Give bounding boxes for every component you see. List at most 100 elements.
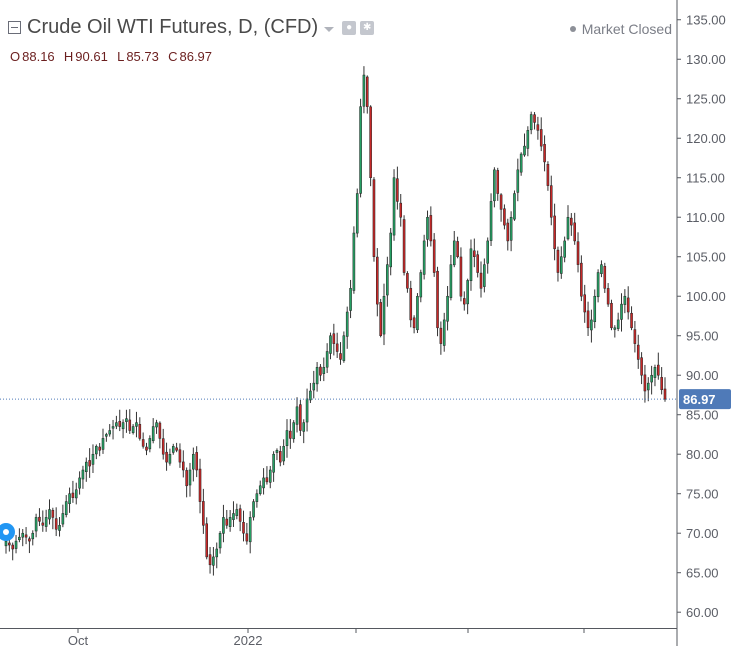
candle-body — [566, 216, 570, 240]
candle-body — [483, 264, 486, 287]
close-value: 86.97 — [179, 49, 213, 64]
high-label: H — [63, 49, 74, 64]
y-tick-label: 80.00 — [686, 447, 719, 462]
candle-body — [121, 422, 125, 430]
candle-body — [148, 438, 152, 450]
candle-body — [479, 272, 483, 289]
candle-body — [248, 517, 252, 543]
candle-body — [64, 501, 68, 516]
candle-body — [295, 406, 299, 425]
candle-body — [252, 501, 255, 518]
ohlc-readout: O 88.16 H 90.61 L 85.73 C 86.97 — [10, 49, 214, 64]
candle-body — [489, 201, 493, 241]
candle-body — [543, 144, 546, 163]
candle-body — [600, 264, 603, 274]
candle-body — [272, 453, 275, 473]
candle-body — [396, 178, 399, 202]
candle-body — [369, 106, 372, 178]
candle-body — [111, 426, 115, 429]
candle-body — [339, 353, 342, 360]
candle-body — [630, 312, 633, 329]
candle-body — [596, 272, 600, 298]
candle-body — [84, 461, 88, 473]
candle-body — [78, 477, 81, 489]
market-status-label: Market Closed — [581, 21, 672, 37]
candle-body — [389, 232, 392, 268]
candle-body — [386, 264, 389, 296]
candle-body — [362, 74, 366, 107]
candle-body — [449, 264, 453, 298]
y-tick-label: 110.00 — [686, 210, 725, 225]
candle-body — [168, 453, 172, 464]
candle-body — [118, 420, 122, 427]
candle-body — [663, 388, 667, 400]
eye-icon[interactable]: ● — [342, 20, 357, 35]
candle-body — [265, 477, 269, 483]
symbol-title[interactable]: Crude Oil WTI Futures, D, (CFD) — [27, 16, 319, 38]
candle-body — [643, 374, 647, 392]
y-tick-label: 100.00 — [686, 289, 726, 304]
y-tick-label: 60.00 — [686, 605, 719, 620]
candle-body — [95, 446, 98, 455]
y-tick-label: 65.00 — [686, 566, 719, 581]
candle-body — [225, 518, 229, 526]
candle-body — [463, 298, 466, 305]
candle-body — [553, 215, 556, 250]
candle-body — [329, 335, 332, 354]
candle-body — [161, 438, 165, 455]
candle-body — [365, 76, 369, 107]
status-dot-icon — [569, 26, 576, 32]
candle-body — [633, 329, 637, 344]
candle-body — [429, 215, 433, 242]
candle-body — [526, 130, 530, 149]
x-tick-label: Oct — [68, 633, 89, 646]
candle-body — [242, 522, 245, 534]
candle-body — [593, 295, 597, 323]
candle-body — [392, 177, 396, 236]
candle-body — [105, 434, 108, 437]
candle-body — [192, 453, 195, 470]
candle-body — [650, 374, 653, 383]
candle-body — [195, 452, 198, 471]
candle-body — [299, 404, 302, 431]
open-value: 88.16 — [22, 49, 55, 64]
candle-body — [590, 319, 593, 331]
candle-body — [44, 517, 48, 527]
candle-body — [31, 532, 35, 540]
candle-body — [382, 295, 386, 335]
candle-body — [128, 419, 132, 431]
candle-body — [372, 179, 376, 257]
candle-body — [503, 208, 506, 226]
candle-body — [178, 449, 182, 463]
candle-body — [546, 163, 550, 186]
candle-body — [101, 438, 105, 450]
candle-body — [279, 451, 282, 463]
candle-body — [175, 447, 178, 451]
candle-body — [205, 523, 208, 558]
candle-body — [332, 333, 336, 344]
candle-body — [399, 202, 403, 218]
candle-body — [513, 193, 516, 220]
candle-body — [38, 516, 41, 522]
candle-body — [335, 343, 339, 352]
gear-icon[interactable]: ✱ — [360, 20, 375, 35]
candle-body — [275, 450, 279, 453]
candle-body — [262, 477, 265, 489]
candle-body — [218, 532, 222, 549]
candle-body — [88, 460, 91, 467]
candle-body — [215, 548, 219, 558]
chevron-down-icon[interactable] — [324, 26, 335, 32]
candle-body — [516, 169, 520, 193]
collapse-icon[interactable] — [8, 21, 21, 34]
candle-body — [409, 288, 413, 321]
candle-body — [536, 124, 540, 131]
y-tick-label: 95.00 — [686, 329, 719, 344]
candle-body — [473, 250, 476, 257]
candle-body — [202, 501, 205, 526]
candle-body — [576, 241, 580, 265]
candle-body — [563, 240, 566, 258]
series-marker[interactable] — [0, 523, 15, 541]
y-tick-label: 75.00 — [686, 487, 719, 502]
